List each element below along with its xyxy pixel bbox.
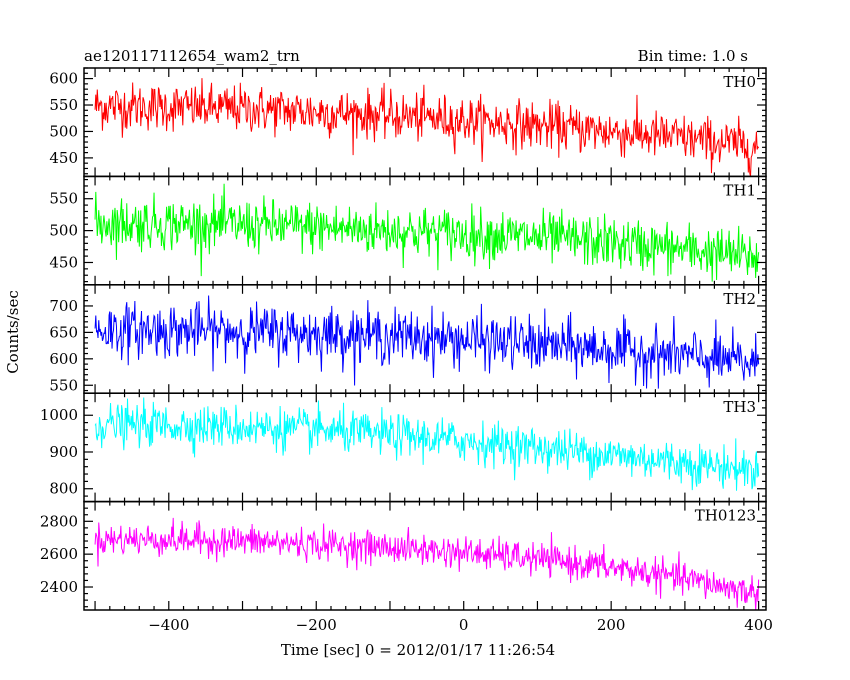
y-tick-label: 650 bbox=[49, 323, 78, 341]
panel-th3: 800 900 1000 TH3 bbox=[40, 392, 767, 503]
series-line-th2 bbox=[94, 295, 760, 389]
panel-frame bbox=[83, 500, 767, 611]
panel-th1: 450 500 550 TH1 bbox=[49, 175, 767, 286]
y-tick-label: 800 bbox=[49, 480, 78, 498]
series-label: TH3 bbox=[723, 398, 756, 416]
x-tick-label: 200 bbox=[597, 616, 626, 634]
x-tick-label: −200 bbox=[296, 616, 337, 634]
chart-title: ae120117112654_wam2_trn bbox=[84, 47, 300, 65]
panel-th2: 550 600 650 700 TH2 bbox=[49, 284, 767, 394]
y-tick-label: 2600 bbox=[40, 545, 78, 563]
panel-frame bbox=[83, 67, 767, 178]
y-tick-label: 450 bbox=[49, 253, 78, 271]
y-axis-label: Counts/sec bbox=[4, 290, 22, 374]
y-tick-label: 900 bbox=[49, 443, 78, 461]
x-tick-label: 400 bbox=[744, 616, 773, 634]
panel-frame bbox=[83, 284, 767, 394]
panel-frame bbox=[83, 392, 767, 503]
y-tick-label: 500 bbox=[49, 222, 78, 240]
series-label: TH0123 bbox=[695, 507, 756, 525]
x-axis-label: Time [sec] 0 = 2012/01/17 11:26:54 bbox=[281, 641, 555, 659]
y-tick-label: 1000 bbox=[40, 406, 78, 424]
series-label: TH1 bbox=[723, 181, 756, 199]
y-tick-label: 700 bbox=[49, 297, 78, 315]
x-tick-label: 0 bbox=[459, 616, 469, 634]
x-tick-label: −400 bbox=[148, 616, 189, 634]
series-label: TH0 bbox=[723, 73, 756, 91]
series-line-th1 bbox=[94, 183, 760, 282]
y-tick-label: 550 bbox=[49, 96, 78, 114]
y-tick-label: 550 bbox=[49, 190, 78, 208]
y-tick-label: 2400 bbox=[40, 578, 78, 596]
bin-time-label: Bin time: 1.0 s bbox=[638, 47, 748, 65]
panel-th0: 450 500 550 600 TH0 bbox=[49, 67, 767, 178]
panel-th0123: 2400 2600 2800 TH0123 bbox=[40, 500, 767, 611]
series-line-th0123 bbox=[94, 517, 760, 611]
series-line-th0 bbox=[94, 78, 760, 177]
y-tick-label: 2800 bbox=[40, 512, 78, 530]
y-tick-label: 600 bbox=[49, 70, 78, 88]
series-line-th3 bbox=[94, 397, 760, 491]
series-label: TH2 bbox=[723, 290, 756, 308]
y-tick-label: 600 bbox=[49, 350, 78, 368]
y-tick-label: 500 bbox=[49, 122, 78, 140]
y-tick-label: 550 bbox=[49, 376, 78, 394]
panels-group: 450 500 550 600 TH0 450 500 550 TH1 550 600 650 700 T… bbox=[40, 67, 773, 634]
y-tick-label: 450 bbox=[49, 149, 78, 167]
